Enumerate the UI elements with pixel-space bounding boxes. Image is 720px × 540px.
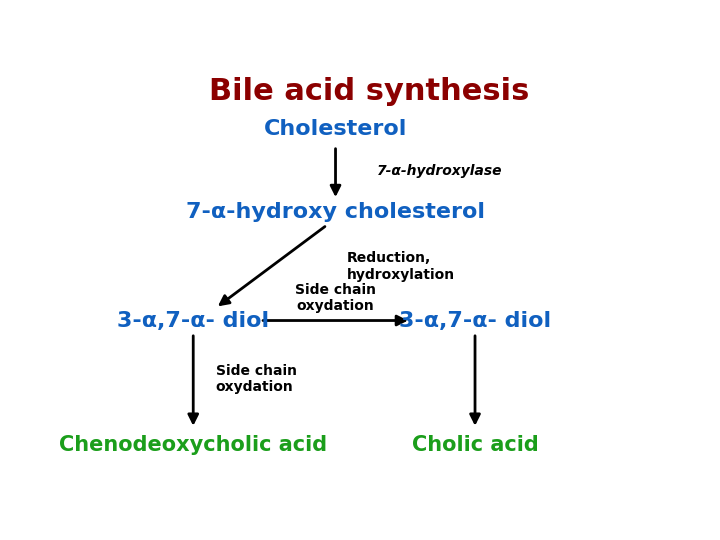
Text: 3-α,7-α- diol: 3-α,7-α- diol — [399, 310, 551, 330]
Text: Chenodeoxycholic acid: Chenodeoxycholic acid — [59, 435, 328, 455]
Text: Cholic acid: Cholic acid — [412, 435, 539, 455]
Text: Reduction,
hydroxylation: Reduction, hydroxylation — [347, 251, 455, 281]
Text: Bile acid synthesis: Bile acid synthesis — [209, 77, 529, 106]
Text: Cholesterol: Cholesterol — [264, 119, 408, 139]
Text: 7-α-hydroxylase: 7-α-hydroxylase — [377, 164, 503, 178]
Text: 3-α,7-α- diol: 3-α,7-α- diol — [117, 310, 269, 330]
Text: Side chain
oxydation: Side chain oxydation — [215, 363, 297, 394]
Text: Side chain
oxydation: Side chain oxydation — [295, 282, 376, 313]
Text: 7-α-hydroxy cholesterol: 7-α-hydroxy cholesterol — [186, 202, 485, 222]
